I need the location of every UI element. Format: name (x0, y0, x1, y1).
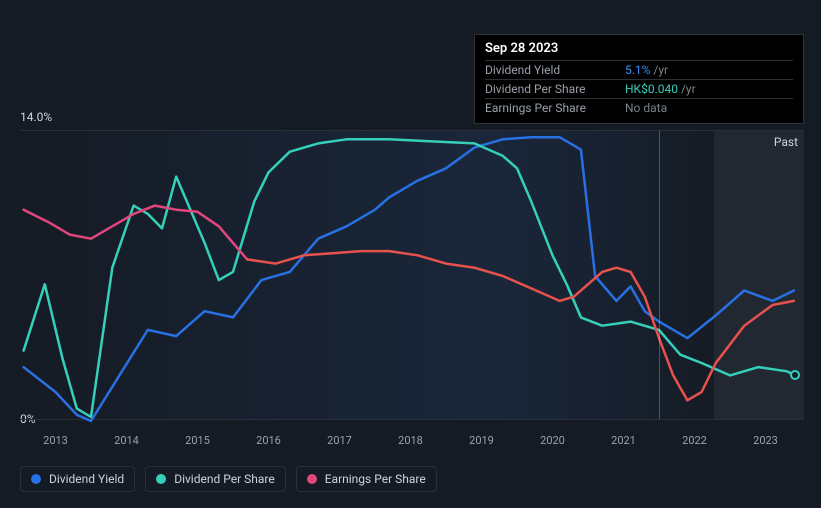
tooltip-value: HK$0.040 /yr (625, 82, 793, 96)
x-tick: 2017 (327, 434, 352, 447)
legend-item[interactable]: Dividend Yield (20, 466, 135, 492)
legend-item[interactable]: Dividend Per Share (145, 466, 286, 492)
x-tick: 2014 (114, 434, 139, 447)
legend-label: Dividend Per Share (174, 472, 275, 486)
x-axis: 2013 2014 2015 2016 2017 2018 2019 2020 2021 2022… (20, 434, 804, 450)
tooltip-row: Earnings Per ShareNo data (485, 98, 793, 117)
legend-dot (156, 474, 166, 484)
legend-label: Dividend Yield (49, 472, 124, 486)
tooltip-row: Dividend Yield5.1% /yr (485, 60, 793, 79)
x-tick: 2018 (398, 434, 423, 447)
x-tick: 2022 (682, 434, 707, 447)
legend-item[interactable]: Earnings Per Share (296, 466, 437, 492)
chart-tooltip: Sep 28 2023 Dividend Yield5.1% /yrDivide… (474, 34, 804, 124)
legend-label: Earnings Per Share (325, 472, 426, 486)
y-axis-max: 14.0% (20, 110, 52, 124)
x-tick: 2013 (43, 434, 68, 447)
x-tick: 2016 (256, 434, 281, 447)
tooltip-label: Dividend Per Share (485, 82, 625, 96)
tooltip-row: Dividend Per ShareHK$0.040 /yr (485, 79, 793, 98)
plot-area[interactable]: Past (20, 130, 804, 420)
x-tick: 2015 (185, 434, 210, 447)
tooltip-label: Dividend Yield (485, 63, 625, 77)
pointer-line (659, 131, 660, 419)
series-end-dot (790, 370, 800, 380)
chart-legend: Dividend Yield Dividend Per Share Earnings… (20, 466, 437, 492)
legend-dot (31, 474, 41, 484)
x-tick: 2020 (540, 434, 565, 447)
tooltip-label: Earnings Per Share (485, 101, 625, 115)
tooltip-date: Sep 28 2023 (485, 41, 793, 56)
dividend-chart: 14.0% 0% Past (20, 118, 804, 428)
x-tick: 2023 (753, 434, 778, 447)
x-tick: 2019 (469, 434, 494, 447)
x-tick: 2021 (611, 434, 636, 447)
legend-dot (307, 474, 317, 484)
tooltip-value: No data (625, 101, 793, 115)
tooltip-value: 5.1% /yr (625, 63, 793, 77)
